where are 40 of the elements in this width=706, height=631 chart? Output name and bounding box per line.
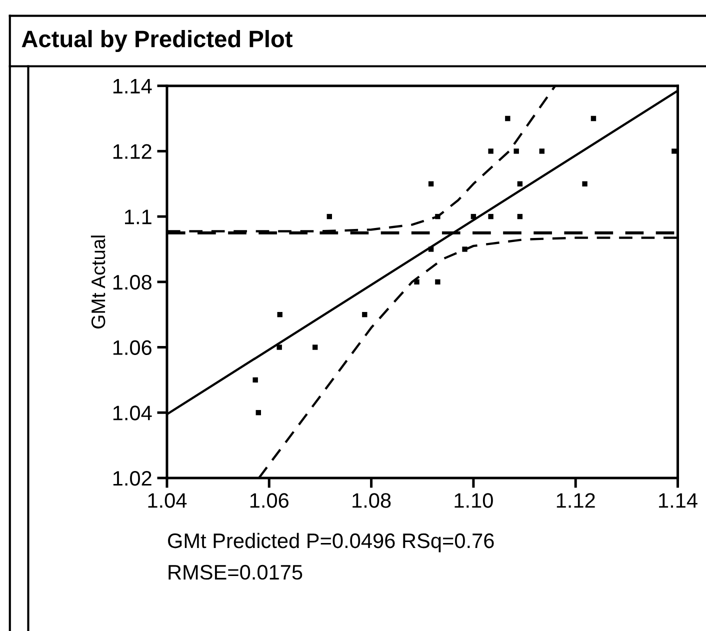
point	[488, 214, 494, 220]
point	[428, 246, 434, 252]
point	[462, 246, 468, 252]
x-tick-label: 1.12	[556, 493, 595, 508]
x-tick-label: 1.10	[454, 493, 493, 508]
y-tick-label: 1.14	[113, 79, 152, 94]
y-tick-label: 1.04	[113, 406, 152, 420]
point	[470, 214, 476, 220]
y-tick-label: 1.02	[113, 470, 152, 486]
x-tick-label: 1.06	[250, 493, 288, 508]
point	[276, 344, 282, 350]
point	[312, 344, 318, 350]
point	[488, 148, 494, 154]
y-tick-label: 1.1	[125, 210, 152, 224]
x-tick-label: 1.04	[148, 493, 187, 508]
point	[252, 377, 258, 383]
chart-title: Actual by Predicted Plot	[22, 30, 292, 52]
point	[435, 214, 440, 220]
point	[672, 148, 677, 154]
y-axis-title: GMt Actual	[90, 236, 106, 328]
point	[256, 410, 261, 416]
point	[414, 279, 420, 284]
y-tick-label: 1.06	[113, 340, 152, 356]
point	[539, 148, 544, 154]
point	[362, 312, 368, 318]
point	[590, 116, 596, 122]
point	[277, 312, 282, 318]
point	[517, 181, 523, 186]
x-tick-label: 1.08	[352, 493, 391, 508]
y-tick-label: 1.08	[113, 274, 152, 290]
point	[435, 279, 440, 284]
point	[517, 214, 523, 220]
y-tick-label: 1.12	[113, 144, 152, 159]
point	[428, 181, 434, 186]
x-axis-title: GMt Predicted P=0.0496 RSq=0.76 RMSE=0.0175	[168, 532, 494, 580]
point	[514, 148, 519, 154]
point	[582, 181, 588, 186]
point	[326, 214, 332, 220]
point	[505, 116, 510, 122]
x-tick-label: 1.14	[659, 493, 698, 508]
